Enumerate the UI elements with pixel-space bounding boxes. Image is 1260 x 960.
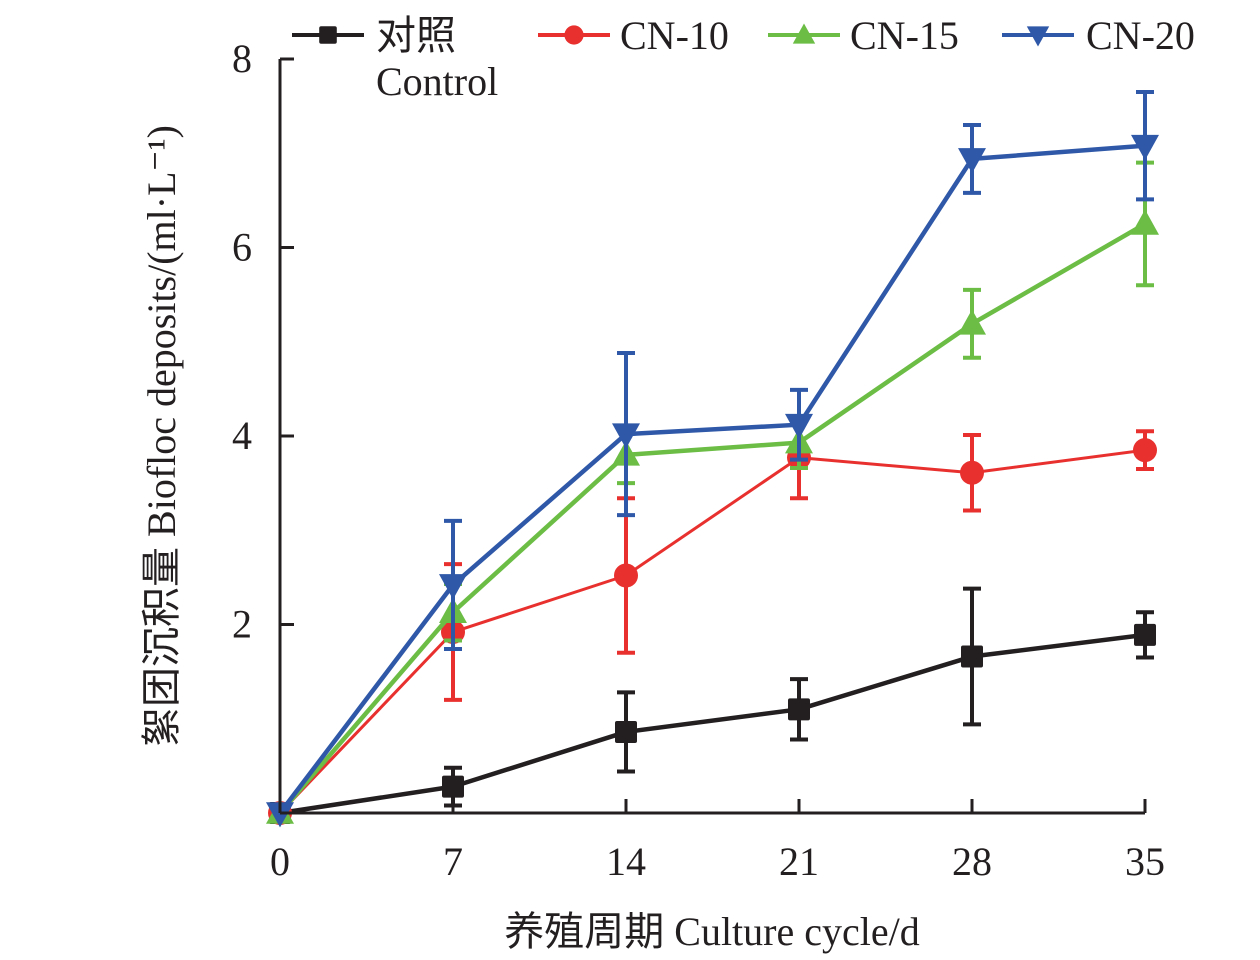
data-point <box>612 423 640 449</box>
x-axis-title: 养殖周期 Culture cycle/d <box>504 909 919 954</box>
axes <box>278 57 1145 815</box>
data-point <box>614 563 638 588</box>
legend-label: CN-10 <box>620 13 729 58</box>
y-tick-label: 6 <box>232 225 252 270</box>
data-point <box>442 775 464 798</box>
legend-label: 对照 <box>376 13 456 58</box>
data-point <box>266 802 294 828</box>
legend-item: CN-20 <box>1002 13 1195 58</box>
y-tick-label: 4 <box>232 413 252 458</box>
series-cn-20 <box>266 89 1159 828</box>
series-line <box>278 143 1146 815</box>
legend-marker <box>1026 26 1050 47</box>
x-tick-label: 7 <box>443 839 463 884</box>
series-cn-15 <box>266 160 1159 824</box>
data-point <box>615 720 637 743</box>
data-point <box>439 574 467 600</box>
y-ticks: 2 4 6 8 <box>232 36 294 647</box>
x-tick-label: 21 <box>779 839 819 884</box>
series-line <box>278 221 1147 815</box>
legend-marker <box>792 23 816 44</box>
legend-label-en: Control <box>376 59 498 104</box>
legend-marker <box>564 25 584 45</box>
legend-marker <box>319 26 337 44</box>
data-point <box>1133 438 1157 463</box>
series-line <box>278 448 1146 815</box>
x-tick-label: 14 <box>606 839 646 884</box>
data-point <box>1131 209 1159 235</box>
series-line <box>279 632 1146 816</box>
series-layer <box>266 89 1159 828</box>
data-point <box>785 413 813 440</box>
data-point <box>958 309 986 335</box>
y-tick-label: 2 <box>232 602 252 647</box>
y-axis-title: 絮团沉积量 Biofloc deposits/(ml·L⁻¹) <box>139 125 184 747</box>
legend-label: CN-20 <box>1086 13 1195 58</box>
data-point <box>961 645 983 668</box>
legend-label: CN-15 <box>850 13 959 58</box>
x-ticks: 0 7 14 21 28 35 <box>270 799 1165 884</box>
legend-item: CN-10 <box>538 13 729 58</box>
data-point <box>960 460 984 485</box>
y-tick-label: 8 <box>232 36 252 81</box>
series-cn-10 <box>268 415 1157 825</box>
x-tick-label: 0 <box>270 839 290 884</box>
x-tick-label: 35 <box>1125 839 1165 884</box>
data-point <box>1134 623 1156 646</box>
data-point <box>958 148 986 174</box>
series-对照-control <box>269 586 1156 824</box>
x-tick-label: 28 <box>952 839 992 884</box>
legend-item: CN-15 <box>768 13 959 58</box>
data-point <box>1131 134 1159 161</box>
data-point <box>788 698 810 721</box>
